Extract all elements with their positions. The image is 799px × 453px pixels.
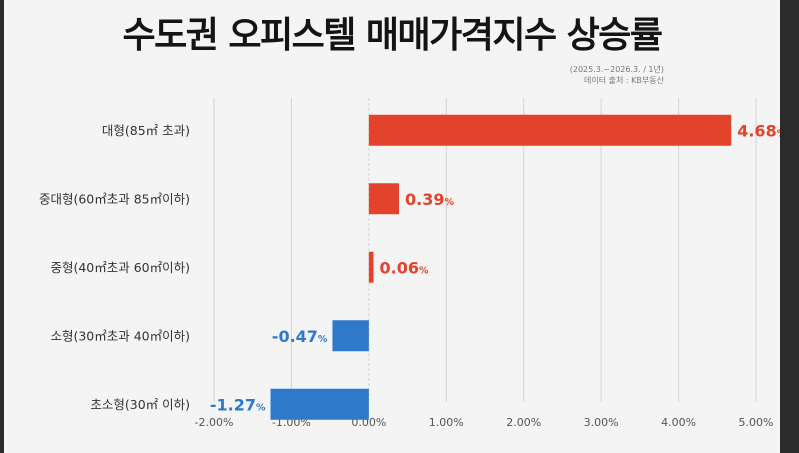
value-label: -0.47% bbox=[272, 327, 328, 346]
value-unit: % bbox=[777, 128, 780, 139]
x-tick-label: 5.00% bbox=[739, 416, 774, 429]
value-unit: % bbox=[256, 402, 266, 413]
value-number: -0.47 bbox=[272, 327, 318, 346]
period-note: (2025.3.~2026.3. / 1년) bbox=[569, 65, 664, 74]
category-label: 소형(30㎡초과 40㎡이하) bbox=[50, 328, 190, 343]
value-number: 4.68 bbox=[737, 121, 776, 140]
value-unit: % bbox=[318, 334, 328, 345]
x-tick-label: 3.00% bbox=[584, 416, 619, 429]
x-tick-label: -2.00% bbox=[195, 416, 234, 429]
bar bbox=[332, 320, 369, 352]
source-note: 데이터 출처 : KB부동산 bbox=[584, 76, 664, 85]
x-tick-label: 4.00% bbox=[661, 416, 696, 429]
value-number: 0.06 bbox=[380, 258, 419, 277]
value-number: 0.39 bbox=[405, 190, 444, 209]
category-label: 초소형(30㎡ 이하) bbox=[90, 397, 190, 412]
bar-chart: -2.00% -1.00% 0.00% 1.00% 2.00% 3.00% 4.00% 5.0… bbox=[39, 98, 780, 429]
bar bbox=[368, 114, 732, 146]
value-label: 4.68% bbox=[737, 121, 780, 140]
x-tick-label: 2.00% bbox=[506, 416, 541, 429]
chart-title: 수도권 오피스텔 매매가격지수 상승률 bbox=[122, 15, 663, 56]
value-label: 0.06% bbox=[380, 258, 429, 277]
category-label: 중대형(60㎡초과 85㎡이하) bbox=[39, 191, 190, 206]
value-label: -1.27% bbox=[210, 395, 266, 414]
value-number: -1.27 bbox=[210, 395, 256, 414]
bar bbox=[368, 251, 374, 283]
chart-panel: 수도권 오피스텔 매매가격지수 상승률 (2025.3.~2026.3. / 1… bbox=[4, 0, 780, 453]
value-unit: % bbox=[419, 265, 429, 276]
category-label: 대형(85㎡ 초과) bbox=[102, 123, 190, 138]
value-label: 0.39% bbox=[405, 190, 454, 209]
x-tick-label: 1.00% bbox=[429, 416, 464, 429]
bar bbox=[368, 183, 400, 215]
value-unit: % bbox=[445, 197, 455, 208]
category-label: 중형(40㎡초과 60㎡이하) bbox=[50, 260, 190, 275]
bar bbox=[270, 388, 369, 420]
